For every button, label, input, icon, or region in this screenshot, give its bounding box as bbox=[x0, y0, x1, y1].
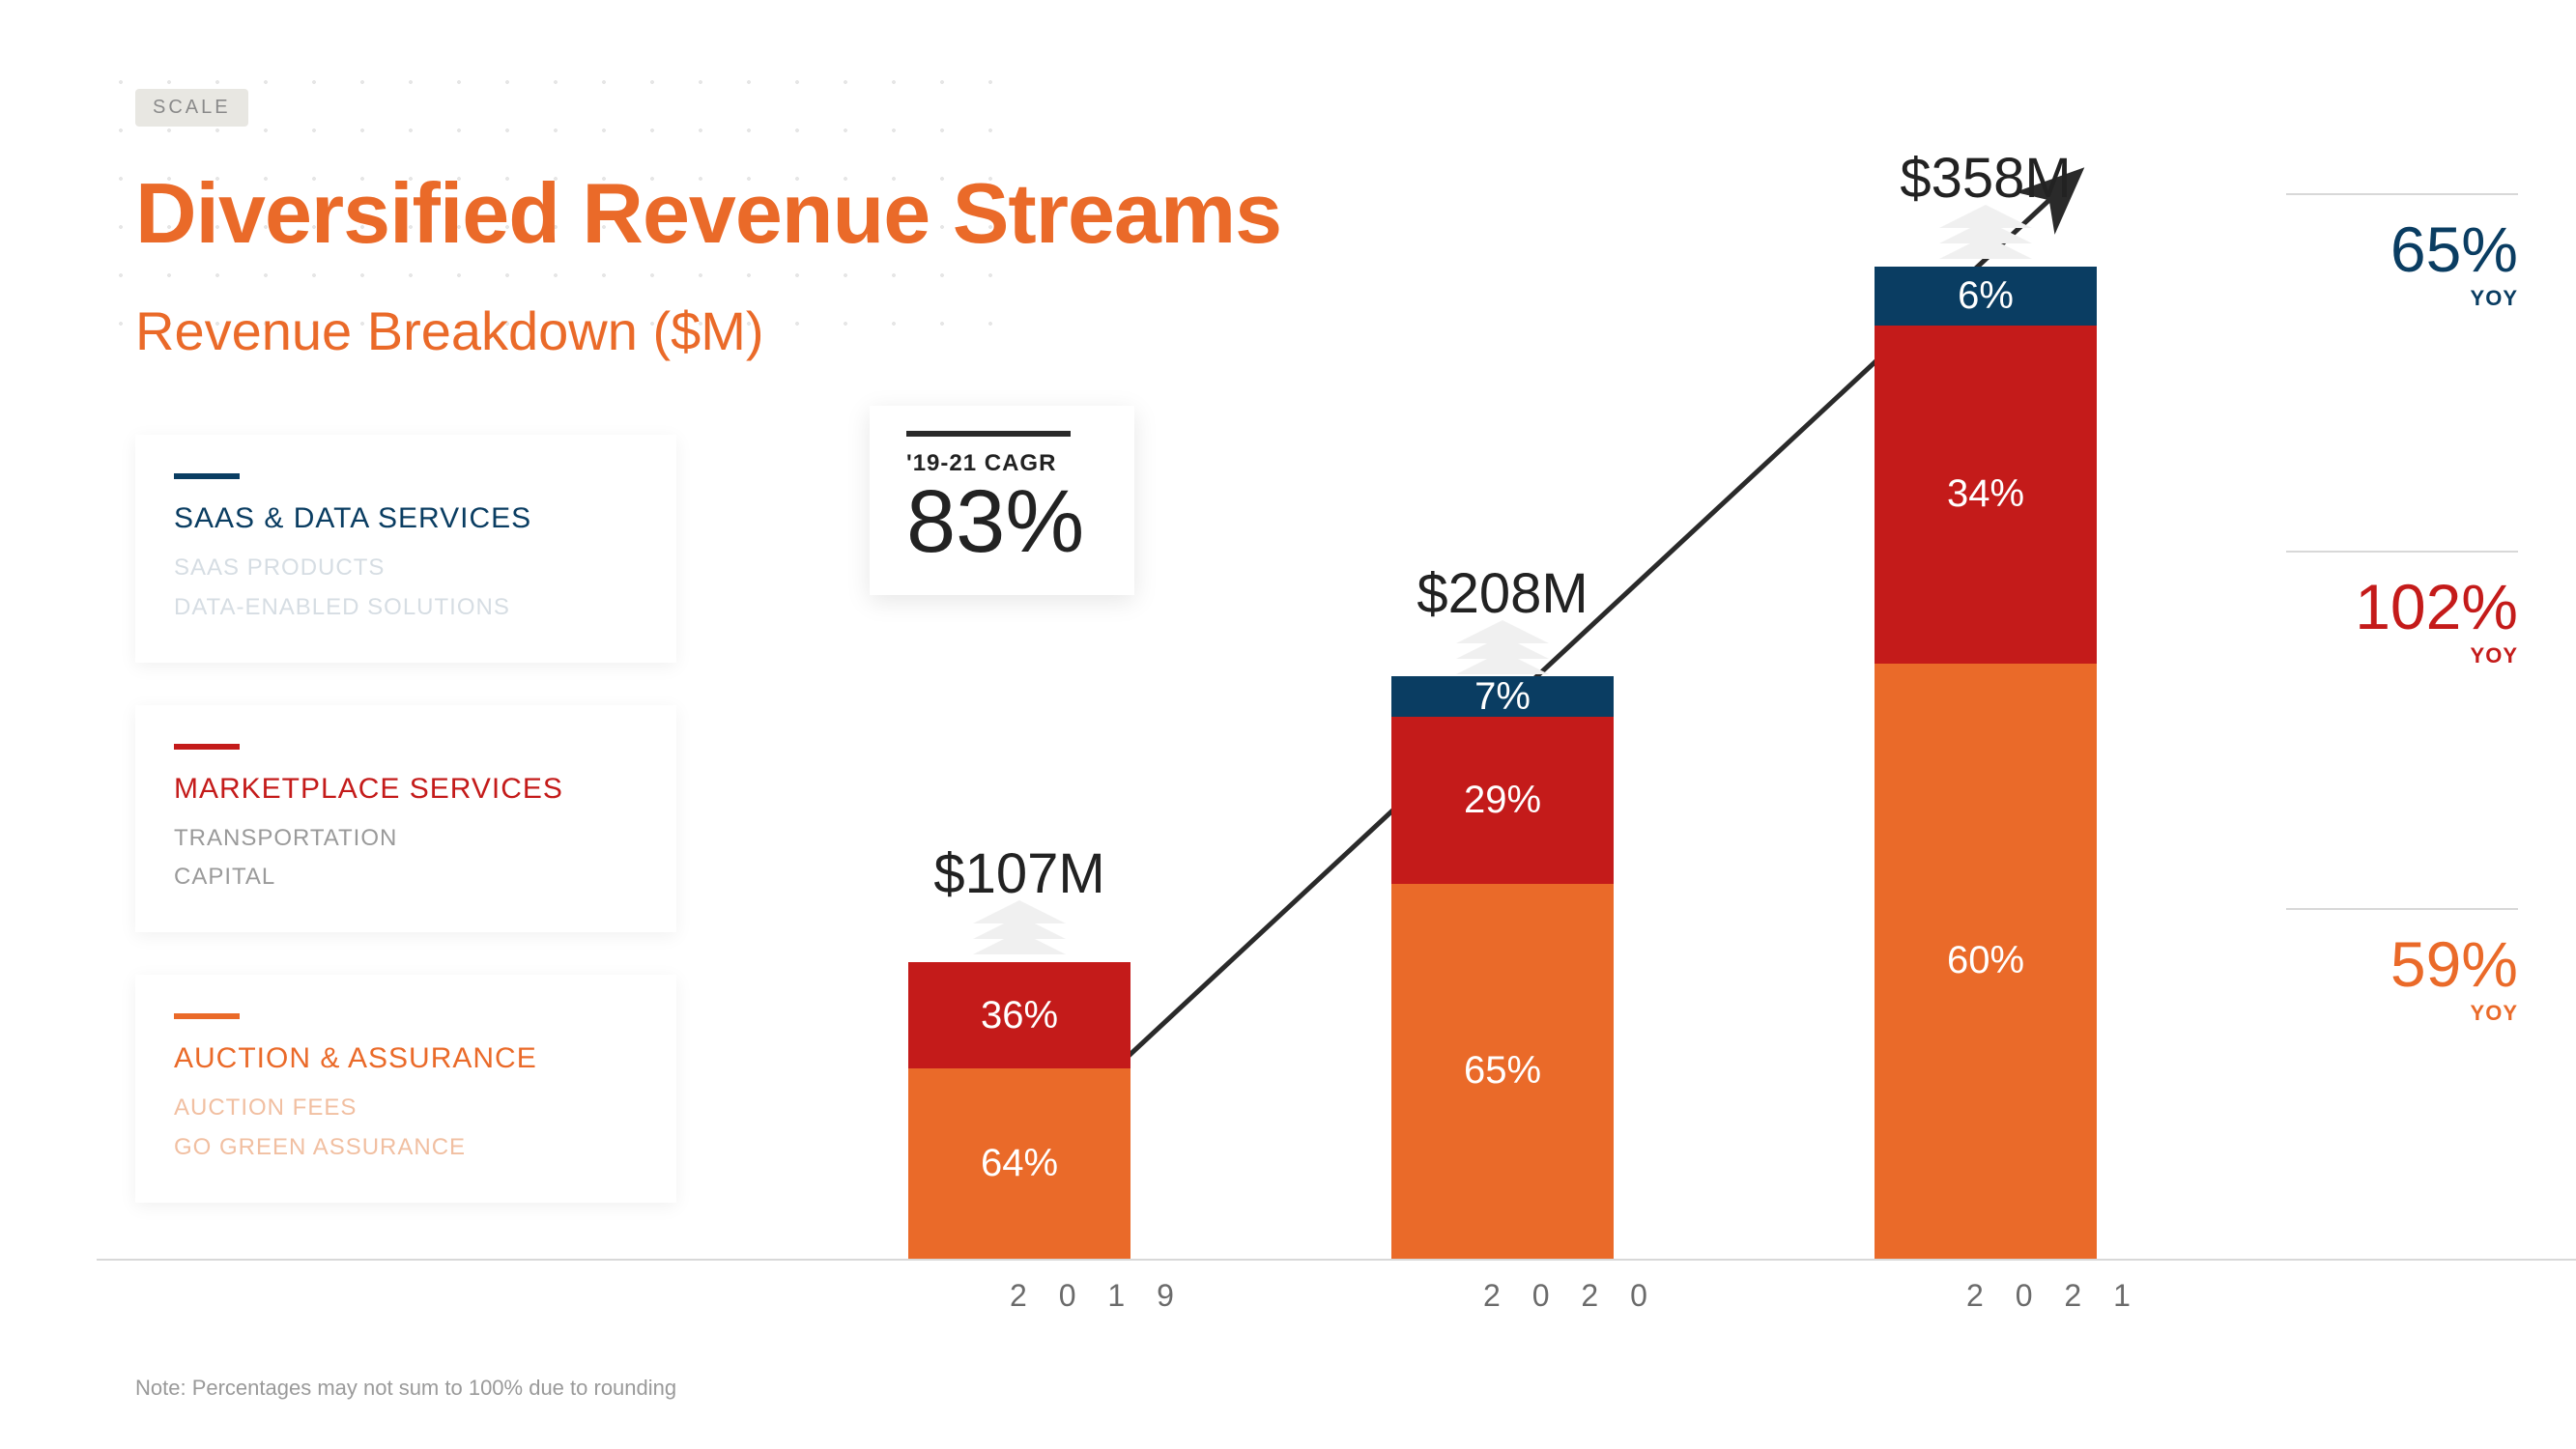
yoy-label: YOY bbox=[2286, 643, 2518, 668]
bar-segment: 60% bbox=[1875, 664, 2097, 1259]
yoy-value: 102% bbox=[2286, 570, 2518, 643]
legend-card: AUCTION & ASSURANCE AUCTION FEESGO GREEN … bbox=[135, 975, 676, 1203]
legend-color-bar bbox=[174, 1013, 240, 1019]
legend-subtitle: GO GREEN ASSURANCE bbox=[174, 1128, 638, 1168]
bar: 36%64% bbox=[908, 962, 1131, 1259]
bar-segment: 6% bbox=[1875, 267, 2097, 327]
legend-card: MARKETPLACE SERVICES TRANSPORTATIONCAPITA… bbox=[135, 705, 676, 933]
yoy-value: 65% bbox=[2286, 213, 2518, 286]
year-label: 2 0 2 0 bbox=[1483, 1278, 1659, 1314]
yoy-item: 59%YOY bbox=[2286, 908, 2518, 1026]
bar-chevrons bbox=[1391, 628, 1614, 674]
footnote: Note: Percentages may not sum to 100% du… bbox=[135, 1376, 676, 1401]
legend-subtitle: AUCTION FEES bbox=[174, 1089, 638, 1128]
yoy-divider bbox=[2286, 908, 2518, 910]
yoy-item: 102%YOY bbox=[2286, 551, 2518, 668]
legend-subtitle: CAPITAL bbox=[174, 858, 638, 897]
bar-total-label: $358M bbox=[1875, 146, 2097, 211]
revenue-chart: 36%64% $107M 2 0 1 9 7%29%65% $208M 2 0 2 0 6%… bbox=[850, 58, 2222, 1314]
legend: SAAS & DATA SERVICES SAAS PRODUCTSDATA-EN… bbox=[135, 435, 676, 1245]
legend-card: SAAS & DATA SERVICES SAAS PRODUCTSDATA-EN… bbox=[135, 435, 676, 663]
bar: 6%34%60% bbox=[1875, 267, 2097, 1259]
bar-segment: 7% bbox=[1391, 676, 1614, 717]
bar-segment: 36% bbox=[908, 962, 1131, 1068]
legend-title: MARKETPLACE SERVICES bbox=[174, 773, 638, 806]
bar: 7%29%65% bbox=[1391, 676, 1614, 1259]
chevron-up-icon bbox=[1456, 651, 1549, 674]
bar-total-label: $107M bbox=[908, 841, 1131, 906]
yoy-label: YOY bbox=[2286, 286, 2518, 311]
yoy-item: 65%YOY bbox=[2286, 193, 2518, 311]
year-label: 2 0 1 9 bbox=[1010, 1278, 1186, 1314]
chevron-up-icon bbox=[973, 931, 1066, 954]
legend-color-bar bbox=[174, 744, 240, 750]
bar-total-label: $208M bbox=[1391, 561, 1614, 626]
yoy-label: YOY bbox=[2286, 1001, 2518, 1026]
page-subtitle: Revenue Breakdown ($M) bbox=[135, 299, 764, 362]
bar-segment: 29% bbox=[1391, 717, 1614, 884]
bar-segment: 34% bbox=[1875, 326, 2097, 663]
scale-badge: SCALE bbox=[135, 89, 248, 127]
yoy-divider bbox=[2286, 193, 2518, 195]
legend-title: SAAS & DATA SERVICES bbox=[174, 502, 638, 535]
legend-subtitle: TRANSPORTATION bbox=[174, 819, 638, 859]
chevron-up-icon bbox=[1939, 236, 2032, 259]
bar-chevrons bbox=[1875, 213, 2097, 259]
legend-subtitle: SAAS PRODUCTS bbox=[174, 549, 638, 588]
bar-segment: 64% bbox=[908, 1068, 1131, 1259]
bar-segment: 65% bbox=[1391, 884, 1614, 1259]
yoy-divider bbox=[2286, 551, 2518, 553]
yoy-value: 59% bbox=[2286, 927, 2518, 1001]
bar-chevrons bbox=[908, 908, 1131, 954]
legend-title: AUCTION & ASSURANCE bbox=[174, 1042, 638, 1075]
legend-subtitle: DATA-ENABLED SOLUTIONS bbox=[174, 588, 638, 628]
year-label: 2 0 2 1 bbox=[1966, 1278, 2142, 1314]
legend-color-bar bbox=[174, 473, 240, 479]
